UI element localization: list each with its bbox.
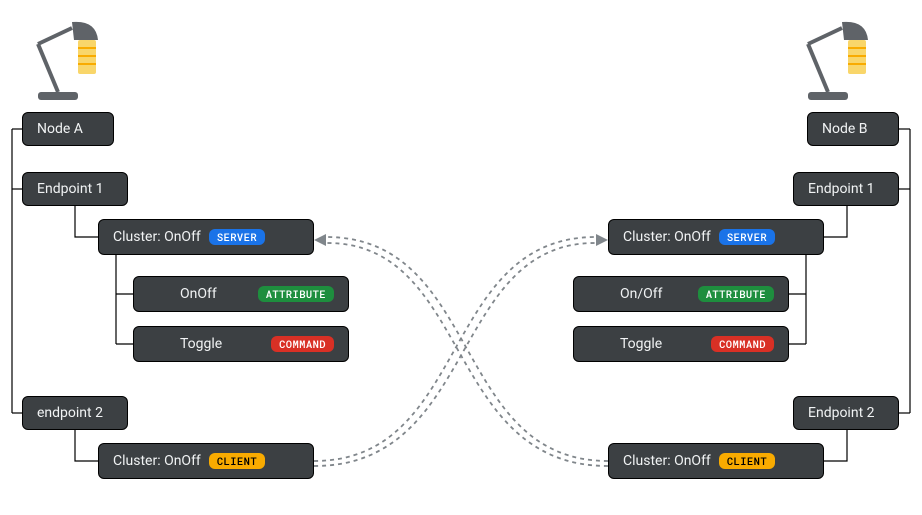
client-pill: CLIENT — [209, 453, 265, 469]
cluster-a-client-label: Cluster: OnOff — [113, 453, 201, 469]
attr-a-label: OnOff — [148, 286, 217, 302]
endpoint-a-1-label: Endpoint 1 — [37, 181, 104, 197]
lamp-left-icon — [18, 10, 138, 110]
cluster-b-client: Cluster: OnOff CLIENT — [608, 443, 824, 479]
cluster-b-client-label: Cluster: OnOff — [623, 453, 711, 469]
command-pill: COMMAND — [711, 336, 774, 352]
cluster-b-server-label: Cluster: OnOff — [623, 229, 711, 245]
lamp-right-icon — [788, 10, 908, 110]
endpoint-a-2-label: endpoint 2 — [37, 405, 103, 421]
attribute-pill: ATTRIBUTE — [698, 286, 774, 302]
endpoint-b-2-label: Endpoint 2 — [808, 405, 875, 421]
node-a: Node A — [22, 112, 114, 146]
attr-b: On/Off ATTRIBUTE — [573, 276, 789, 312]
node-b: Node B — [807, 112, 899, 146]
client-pill: CLIENT — [719, 453, 775, 469]
endpoint-a-1: Endpoint 1 — [22, 172, 128, 206]
endpoint-b-1-label: Endpoint 1 — [808, 181, 875, 197]
node-b-label: Node B — [822, 121, 868, 137]
endpoint-b-2: Endpoint 2 — [793, 396, 899, 430]
server-pill: SERVER — [209, 229, 265, 245]
cmd-b: Toggle COMMAND — [573, 326, 789, 362]
attr-a: OnOff ATTRIBUTE — [133, 276, 349, 312]
attr-b-label: On/Off — [588, 286, 663, 302]
cmd-a: Toggle COMMAND — [133, 326, 349, 362]
command-pill: COMMAND — [271, 336, 334, 352]
server-pill: SERVER — [719, 229, 775, 245]
node-a-label: Node A — [37, 121, 83, 137]
cmd-a-label: Toggle — [148, 336, 222, 352]
endpoint-b-1: Endpoint 1 — [793, 172, 899, 206]
attribute-pill: ATTRIBUTE — [258, 286, 334, 302]
endpoint-a-2: endpoint 2 — [22, 396, 128, 430]
cmd-b-label: Toggle — [588, 336, 662, 352]
cluster-b-server: Cluster: OnOff SERVER — [608, 219, 824, 255]
cluster-a-server-label: Cluster: OnOff — [113, 229, 201, 245]
cluster-a-server: Cluster: OnOff SERVER — [98, 219, 314, 255]
cluster-a-client: Cluster: OnOff CLIENT — [98, 443, 314, 479]
connector-lines — [0, 0, 922, 515]
